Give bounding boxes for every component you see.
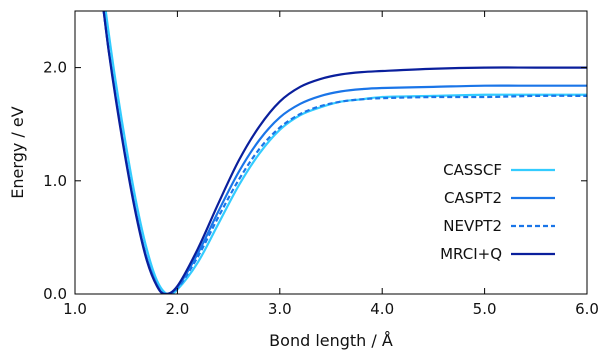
- y-tick-label: 0.0: [43, 285, 67, 303]
- legend-label-1: CASSCF: [443, 161, 502, 179]
- axis-ticks: [74, 11, 588, 295]
- y-tick-label: 1.0: [43, 172, 67, 190]
- plot-area-frame: [74, 10, 588, 295]
- x-tick-label: 2.0: [165, 300, 189, 318]
- legend-label-3: NEVPT2: [443, 217, 502, 235]
- x-tick-label: 3.0: [268, 300, 292, 318]
- y-tick-label: 2.0: [43, 59, 67, 77]
- series-curves: [102, 11, 587, 294]
- legend-label-4: MRCI+Q: [440, 245, 502, 263]
- series-line-3: [102, 11, 587, 294]
- series-line-2: [102, 11, 587, 294]
- x-tick-label: 6.0: [575, 300, 599, 318]
- x-axis-label: Bond length / Å: [269, 331, 393, 350]
- series-line-4: [102, 11, 587, 294]
- x-tick-label: 4.0: [370, 300, 394, 318]
- x-tick-label: 1.0: [63, 300, 87, 318]
- series-line-1: [104, 11, 587, 294]
- axis-tick-labels: 1.0 2.0 3.0 4.0 5.0 6.00.01.02.0: [43, 59, 599, 318]
- x-tick-label: 5.0: [473, 300, 497, 318]
- legend: CASSCF CASPT2 NEVPT2 MRCI+Q: [440, 161, 555, 263]
- y-axis-label: Energy / eV: [8, 106, 27, 198]
- legend-label-2: CASPT2: [444, 189, 502, 207]
